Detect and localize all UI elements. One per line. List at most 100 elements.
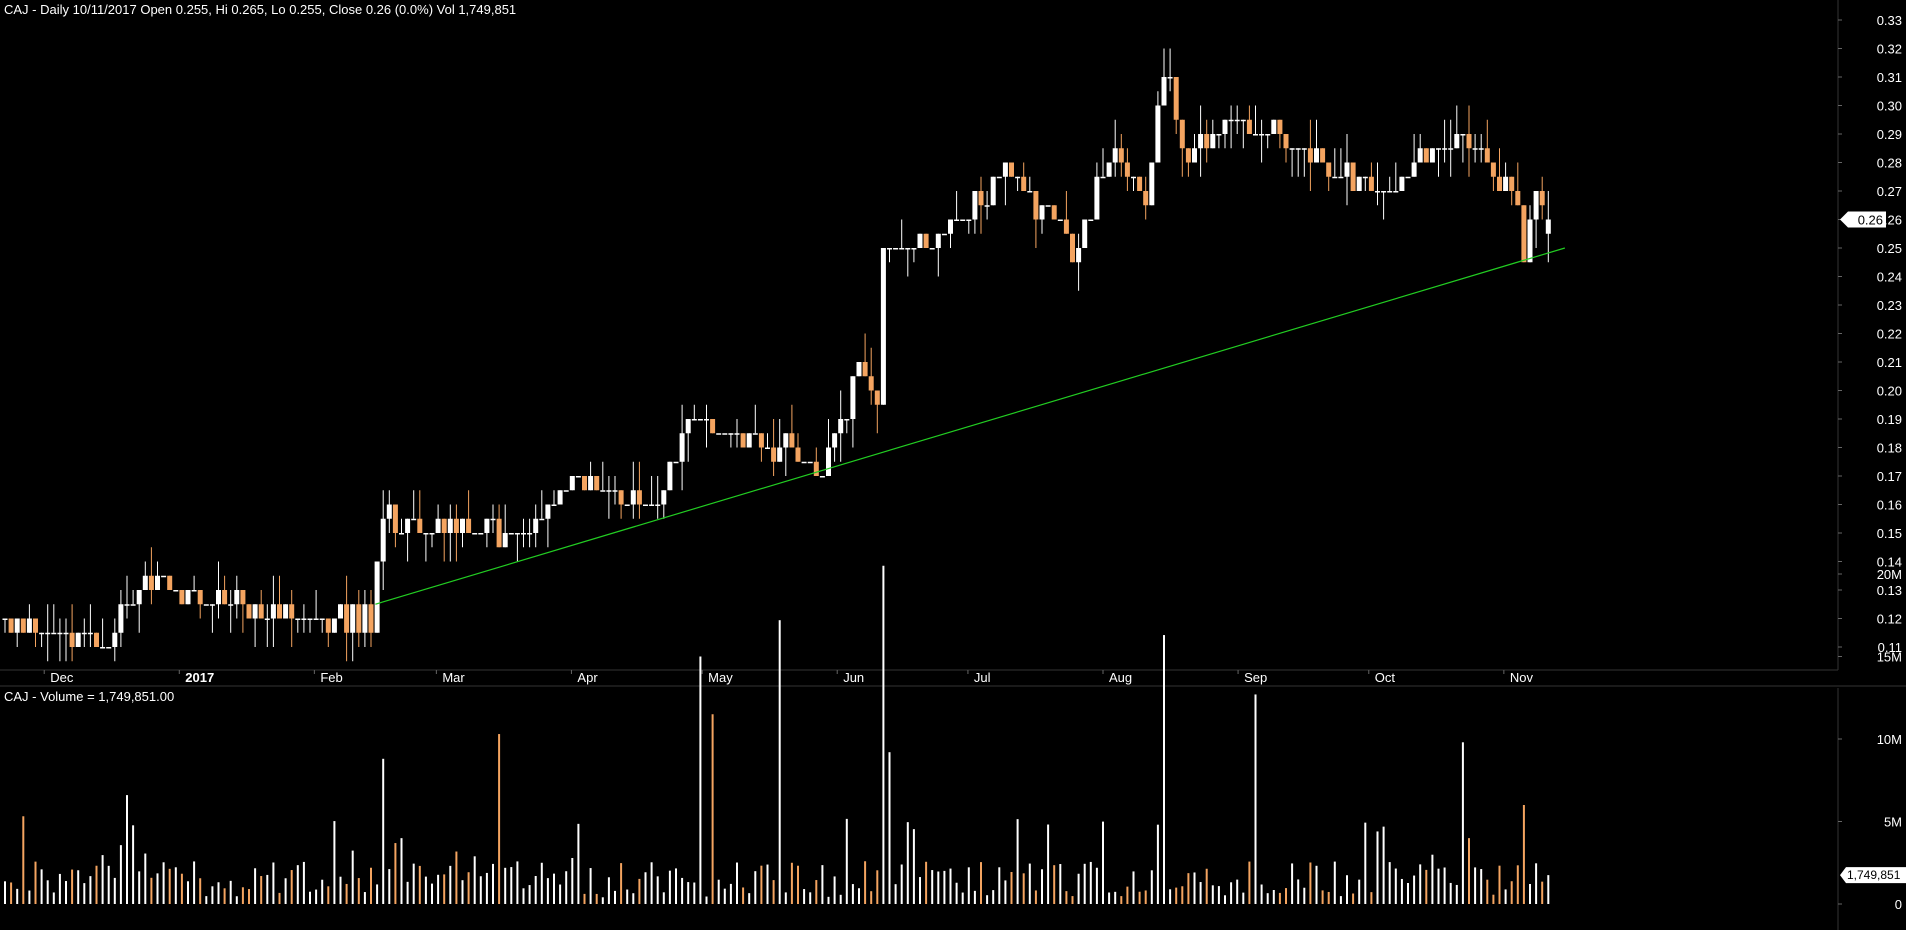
volume-chart-title: CAJ - Volume = 1,749,851.00 (4, 689, 174, 704)
candle-body (423, 533, 429, 535)
volume-bar (52, 892, 55, 904)
candle-body (216, 590, 221, 605)
candle-body (1509, 176, 1515, 191)
candle-body (240, 590, 246, 605)
volume-bar (1455, 884, 1458, 904)
candle-body (2, 618, 8, 620)
candle-body (484, 518, 490, 533)
volume-bar (546, 878, 549, 904)
candle-body (33, 618, 38, 633)
candle-body (374, 561, 380, 633)
volume-bar (1004, 880, 1007, 904)
volume-bar (937, 871, 940, 904)
volume-bar (1498, 865, 1501, 904)
volume-bar (1492, 894, 1495, 904)
volume-bar (235, 896, 238, 904)
volume-bar (943, 870, 946, 904)
candle-body (1143, 191, 1149, 206)
candle-body (289, 604, 295, 619)
candle-body (899, 248, 905, 250)
month-label: Aug (1109, 670, 1132, 685)
volume-bar (40, 869, 43, 904)
volume-bar (187, 881, 189, 904)
date-axis: Dec 2017 Feb Mar Apr May Jun Jul Aug Sep Oct Nov (43, 670, 1533, 685)
candle-body (307, 618, 313, 620)
volume-bar (1278, 892, 1281, 904)
candle-body (813, 461, 819, 476)
volume-bar (577, 823, 580, 904)
candle-body (643, 504, 648, 506)
candle-body (14, 618, 20, 633)
volume-bar (1388, 862, 1391, 904)
volume-bar (1059, 864, 1062, 904)
last-price-tag: 0.26 (1840, 211, 1886, 228)
candle-body (100, 647, 106, 649)
volume-bar (71, 869, 74, 904)
candle-body (1503, 176, 1509, 191)
candle-body (1448, 148, 1454, 150)
volume-bar (1242, 892, 1245, 904)
price-tick-label: 0.25 (1877, 241, 1902, 256)
volume-bar (1315, 865, 1318, 904)
candle-body (1216, 134, 1222, 136)
volume-bar (742, 887, 745, 904)
volume-bar (229, 880, 232, 904)
candle-body (380, 518, 386, 562)
volume-tick-label: 5M (1884, 815, 1902, 830)
candle-body (496, 518, 502, 548)
volume-bar (4, 881, 6, 904)
volume-bar (1480, 869, 1483, 904)
candle-body (514, 533, 520, 535)
volume-bar (254, 868, 257, 904)
volume-bar (766, 864, 769, 904)
volume-bar (1120, 896, 1123, 904)
volume-bar (461, 880, 464, 904)
price-tick-label: 0.14 (1877, 555, 1902, 570)
candle-body (1088, 219, 1094, 221)
volume-bar (973, 890, 976, 904)
candle-body (606, 490, 612, 492)
candle-body (734, 433, 740, 435)
candle-body (978, 191, 984, 206)
volume-bar (1083, 863, 1086, 904)
volume-tick-label: 15M (1877, 650, 1902, 665)
candle-body (1149, 162, 1155, 206)
volume-bar (272, 862, 275, 904)
candle-body (222, 590, 228, 605)
candle-body (545, 504, 551, 519)
volume-bar (34, 861, 37, 904)
volume-bar (89, 876, 92, 904)
candle-body (1039, 205, 1045, 220)
candle-body (197, 590, 203, 605)
price-tick-label: 0.29 (1877, 127, 1902, 142)
month-label: Feb (320, 670, 342, 685)
candle-body (1222, 119, 1228, 134)
volume-bar (382, 758, 385, 904)
price-axis: 0.11 0.12 0.13 0.14 0.15 0.16 0.17 0.18 0.19 0.20… (1838, 13, 1902, 655)
candle-body (1381, 191, 1387, 193)
candle-body (1283, 134, 1289, 149)
candle-body (801, 461, 807, 464)
candle-body (874, 390, 880, 405)
candle-body (338, 604, 343, 619)
volume-bar (418, 865, 421, 904)
price-tick-label: 0.23 (1877, 298, 1902, 313)
candle-body (1179, 119, 1185, 149)
candle-body (399, 533, 404, 535)
candle-body (344, 604, 350, 633)
volume-bar (1022, 873, 1025, 904)
candle-body (1320, 148, 1326, 163)
trendline[interactable] (375, 247, 1566, 605)
price-tick-label: 0.17 (1877, 469, 1902, 484)
volume-bar (1224, 895, 1226, 904)
price-tick-label: 0.30 (1877, 99, 1902, 114)
candle-body (63, 632, 69, 635)
volume-bar (1047, 824, 1050, 904)
volume-bar (1297, 879, 1300, 904)
candle-body (130, 604, 136, 606)
candle-body (1118, 148, 1124, 163)
candle-body (478, 533, 484, 535)
volume-bar (900, 864, 903, 904)
volume-bar (693, 882, 696, 904)
candle-body (905, 248, 911, 250)
